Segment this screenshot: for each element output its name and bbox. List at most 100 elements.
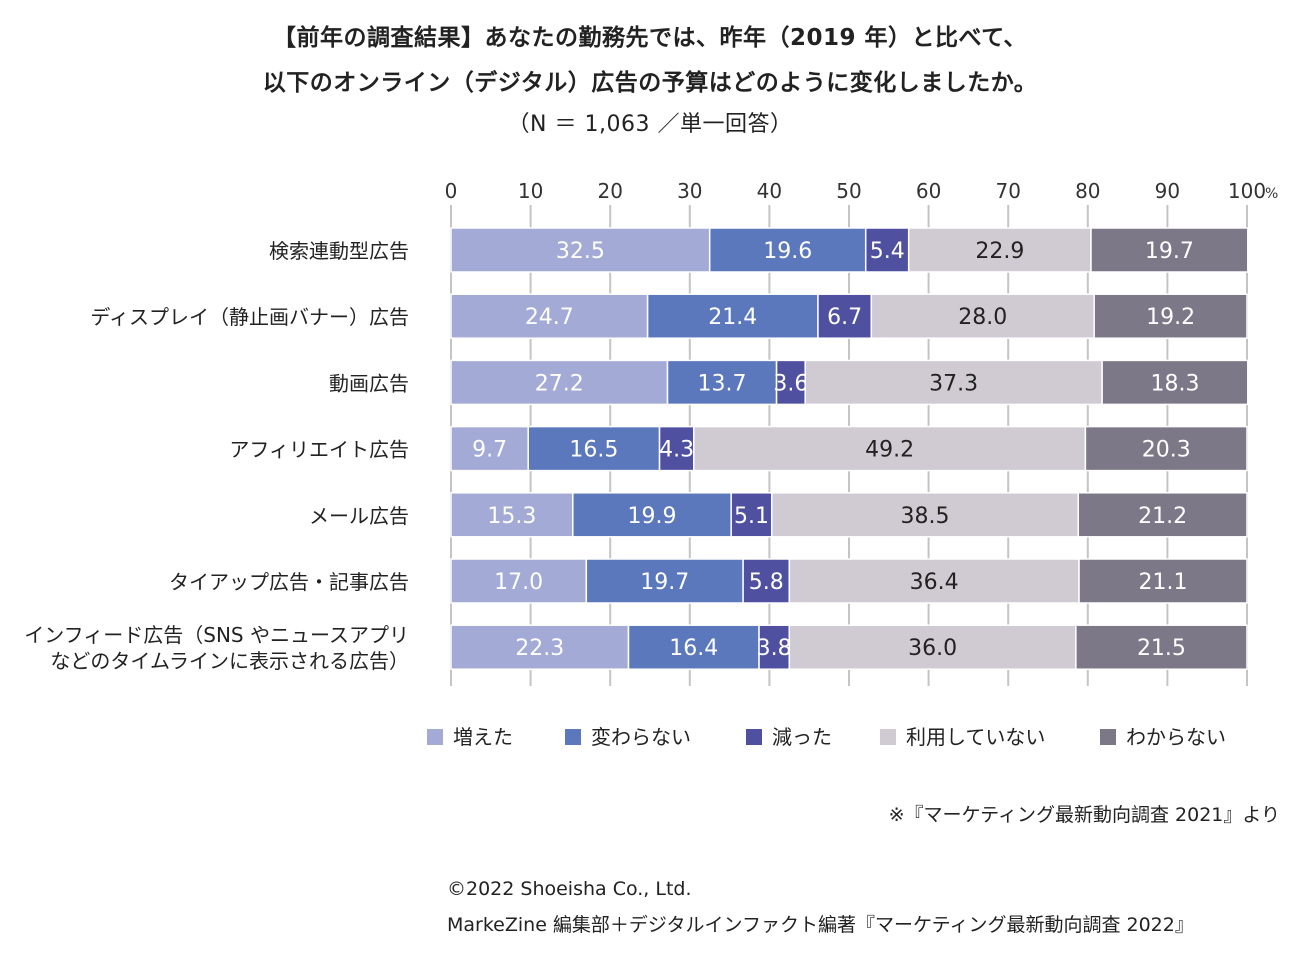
bar-segment xyxy=(775,359,806,406)
category-label: メール広告 xyxy=(309,504,409,528)
data-label: 22.9 xyxy=(975,239,1024,264)
category-label: ディスプレイ（静止画バナー）広告 xyxy=(90,305,409,329)
legend-label: 減った xyxy=(772,725,832,749)
bar-segment xyxy=(1084,425,1248,472)
data-label: 4.3 xyxy=(659,438,694,463)
copyright-text: ©2022 Shoeisha Co., Ltd. xyxy=(447,878,692,900)
chart-title-line-2: 以下のオンライン（デジタル）広告の予算はどのように変化しましたか。 xyxy=(262,70,1038,96)
data-label: 5.4 xyxy=(870,239,905,264)
data-label: 49.2 xyxy=(865,438,914,463)
bar-segment xyxy=(450,293,649,339)
data-label: 21.5 xyxy=(1137,636,1186,661)
bar-segment xyxy=(693,425,1087,472)
x-tick-label: 100 xyxy=(1228,179,1266,203)
bar-segment xyxy=(817,293,873,339)
data-label: 5.8 xyxy=(749,570,784,595)
bar-segment xyxy=(730,492,773,538)
legend-swatch xyxy=(746,729,762,745)
bar-segment xyxy=(1075,624,1248,670)
legend-label: 変わらない xyxy=(591,725,691,749)
legend-label: わからない xyxy=(1126,725,1226,749)
x-tick-label: 40 xyxy=(757,179,782,203)
data-label: 19.2 xyxy=(1146,305,1195,330)
source-note: ※『マーケティング最新動向調査 2021』より xyxy=(888,804,1280,826)
bar-segment xyxy=(450,227,711,273)
credit-text: MarkeZine 編集部＋デジタルインファクト編著『マーケティング最新動向調査… xyxy=(447,914,1194,936)
data-label: 36.4 xyxy=(910,570,959,595)
data-label: 18.3 xyxy=(1150,371,1199,396)
bar-segment xyxy=(1077,492,1248,538)
data-label: 38.5 xyxy=(901,504,950,529)
bar-segment xyxy=(627,624,760,670)
category-label: 検索連動型広告 xyxy=(269,239,409,263)
bar-segment xyxy=(450,425,529,472)
category-label: インフィード広告（SNS やニュースアプリ xyxy=(24,623,409,647)
x-tick-label: 50 xyxy=(836,179,861,203)
data-label: 9.7 xyxy=(472,438,507,463)
bar-segment xyxy=(450,558,588,604)
category-label: などのタイムラインに表示される広告） xyxy=(50,649,409,673)
bar-segment xyxy=(1078,558,1248,604)
data-label: 24.7 xyxy=(525,305,574,330)
data-label: 22.3 xyxy=(515,636,564,661)
bar-segment xyxy=(1101,359,1249,406)
data-label: 15.3 xyxy=(487,504,536,529)
x-tick-label: 0 xyxy=(445,179,458,203)
data-label: 16.4 xyxy=(669,636,718,661)
data-label: 20.3 xyxy=(1142,438,1191,463)
data-label: 17.0 xyxy=(494,570,543,595)
stacked-bar-chart: 0 10 20 30 40 50 60 70 80 90 100% 検索連動型広告 32.5 19.6 5.… xyxy=(24,179,1278,749)
x-tick-label: 80 xyxy=(1075,179,1100,203)
data-label: 37.3 xyxy=(929,371,978,396)
bar-segment xyxy=(585,558,744,604)
x-tick-label: 20 xyxy=(597,179,622,203)
bar-segment xyxy=(572,492,732,538)
category-label: 動画広告 xyxy=(329,371,409,395)
x-tick-label: 10 xyxy=(518,179,543,203)
bar-segment xyxy=(450,624,630,670)
data-label: 36.0 xyxy=(908,636,957,661)
bar-segment xyxy=(450,492,574,538)
data-label: 13.7 xyxy=(698,371,747,396)
bar-segment xyxy=(864,227,910,273)
category-label: タイアップ広告・記事広告 xyxy=(169,570,409,594)
data-label: 5.1 xyxy=(734,504,769,529)
legend-swatch xyxy=(1100,729,1116,745)
data-label: 21.2 xyxy=(1138,504,1187,529)
data-label: 32.5 xyxy=(556,239,605,264)
x-tick-label: 30 xyxy=(677,179,702,203)
category-label: アフィリエイト広告 xyxy=(229,438,409,462)
data-label: 21.1 xyxy=(1139,570,1188,595)
legend-swatch xyxy=(880,729,896,745)
data-label: 3.6 xyxy=(773,371,808,396)
x-tick-label: 70 xyxy=(995,179,1020,203)
x-tick-label: 60 xyxy=(916,179,941,203)
data-label: 19.7 xyxy=(1145,239,1194,264)
data-label: 19.9 xyxy=(627,504,676,529)
data-label: 27.2 xyxy=(535,371,584,396)
bar-segment xyxy=(708,227,867,273)
bar-segment xyxy=(788,558,1080,604)
data-label: 6.7 xyxy=(827,305,862,330)
legend-swatch xyxy=(427,729,443,745)
data-label: 21.4 xyxy=(708,305,757,330)
chart-subtitle: （N ＝ 1,063 ／単一回答） xyxy=(507,112,793,137)
data-label: 19.6 xyxy=(763,239,812,264)
data-label: 16.5 xyxy=(569,438,618,463)
data-label: 28.0 xyxy=(958,305,1007,330)
bar-segment xyxy=(527,425,661,472)
legend-swatch xyxy=(565,729,581,745)
bar-segment xyxy=(1090,227,1249,273)
x-axis-unit: % xyxy=(1265,186,1278,202)
legend-label: 利用していない xyxy=(906,725,1045,749)
chart-title-line-1: 【前年の調査結果】あなたの勤務先では、昨年（2019 年）と比べて、 xyxy=(273,25,1027,51)
bar-segment xyxy=(804,359,1103,406)
bar-segment xyxy=(658,425,695,472)
data-label: 3.8 xyxy=(757,636,792,661)
x-tick-label: 90 xyxy=(1155,179,1180,203)
data-label: 19.7 xyxy=(640,570,689,595)
legend-label: 増えた xyxy=(453,725,513,749)
bar-segment xyxy=(450,359,669,406)
bar-segment xyxy=(788,624,1077,670)
bar-segment xyxy=(1093,293,1248,339)
